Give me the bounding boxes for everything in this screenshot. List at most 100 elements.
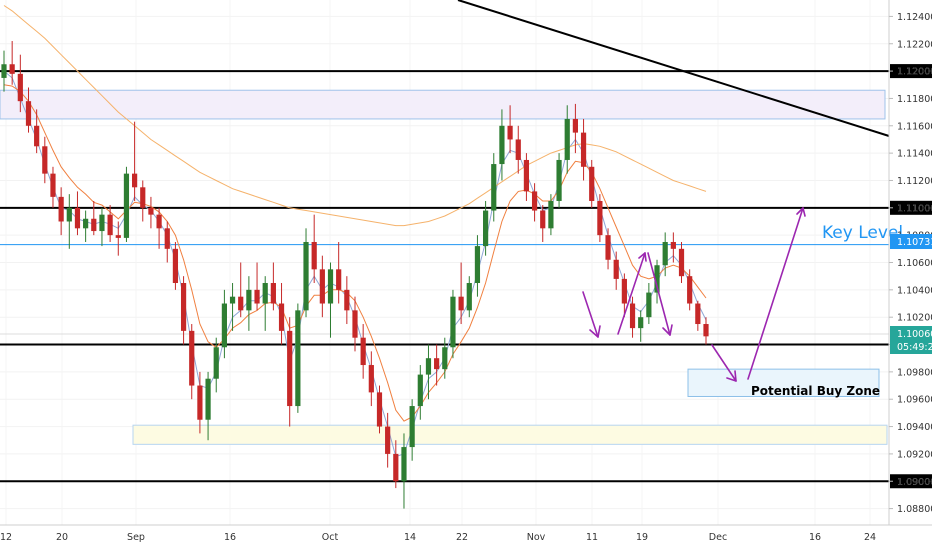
key-level-price-tag [890, 234, 932, 249]
current-price-tag [890, 326, 932, 354]
candle-body [254, 289, 260, 304]
rise-arrow [617, 252, 646, 335]
candle-body [311, 241, 317, 270]
candle-body [483, 210, 489, 247]
candle-body [9, 64, 15, 74]
candle-body [238, 296, 244, 311]
time-tick-label: 16 [224, 532, 236, 543]
candle-body [50, 173, 56, 197]
price-tick-label: 1.09400 [897, 422, 932, 433]
time-tick-label: 19 [636, 532, 648, 543]
candle-body [687, 276, 693, 304]
candle-body [197, 385, 203, 420]
candle-body [556, 159, 562, 201]
time-tick-label: 14 [404, 532, 416, 543]
candle-body [164, 228, 170, 249]
candle-body [531, 191, 538, 211]
candle-body [417, 374, 423, 407]
candle-body [409, 406, 415, 448]
projection-arrows [582, 207, 806, 382]
time-tick-label: 16 [809, 532, 821, 543]
bar-countdown: 05:49:23 [897, 342, 932, 353]
candle-body [34, 125, 40, 147]
price-tick-label: 1.12200 [897, 39, 932, 50]
level-price-label: 1.11000 [897, 203, 932, 214]
price-tick-label: 1.09200 [897, 449, 932, 460]
candle-body [229, 296, 236, 304]
candle-body [605, 235, 611, 260]
demand-zone [132, 424, 888, 445]
time-tick-labels: 12 20 Sep 16 Oct 14 22 Nov 11 19 Dec 16 24 [0, 532, 876, 543]
drop-arrow-2 [647, 252, 671, 336]
level-price-label: 1.09000 [897, 477, 932, 488]
rise-arrow-head [638, 252, 647, 262]
level-price-label: 1.12000 [897, 67, 932, 78]
candle-body [360, 337, 366, 366]
candle-body [189, 330, 195, 386]
candle-body [180, 283, 187, 331]
supply-zone [0, 89, 886, 120]
candle-body [613, 259, 619, 279]
candle-body [352, 310, 358, 338]
candle-body [703, 324, 709, 337]
candle-body [491, 164, 497, 211]
candle-body [42, 146, 48, 174]
price-tick-label: 1.11800 [897, 94, 932, 105]
candle-body [572, 118, 578, 133]
candle-body [115, 235, 121, 238]
candle-body [58, 196, 64, 222]
candle-body [91, 218, 97, 232]
candle-body [99, 214, 105, 232]
candle-body [156, 214, 162, 229]
candle-body [385, 426, 391, 454]
candle-body [303, 241, 309, 311]
price-tick-label: 1.10600 [897, 258, 932, 269]
candle-body [213, 347, 219, 379]
candle-body [621, 278, 627, 304]
time-tick-label: Nov [527, 532, 546, 543]
candle-body [295, 310, 301, 407]
buy-zone-label: Potential Buy Zone [751, 384, 880, 398]
price-tick-label: 1.10400 [897, 285, 932, 296]
buy-zone [687, 368, 880, 397]
price-tick-label: 1.12000 [897, 67, 932, 78]
price-tick-label: 1.11400 [897, 149, 932, 160]
time-tick-label: Dec [709, 532, 727, 543]
candle-body [148, 207, 154, 215]
candle-body [646, 292, 652, 318]
price-tick-label: 1.11000 [897, 203, 932, 214]
price-tick-label: 1.09000 [897, 477, 932, 488]
candle-body [507, 125, 513, 140]
candle-body [1, 64, 7, 78]
candle-body [336, 269, 342, 290]
price-axis[interactable]: 1.12400 1.12200 1.12000 1.11800 1.11600 1.114… [888, 0, 932, 525]
level-price-tag [890, 474, 932, 489]
candle-body [425, 358, 432, 375]
candle-body [393, 453, 399, 482]
candle-body [66, 207, 72, 222]
price-tick-label: 1.12400 [897, 12, 932, 23]
zones [0, 89, 888, 445]
candle-body [638, 317, 644, 329]
time-tick-label: Sep [127, 532, 145, 543]
price-tick-label: 1.10200 [897, 313, 932, 324]
forecast-rise-arrow [747, 207, 804, 380]
candle-body [123, 173, 130, 238]
key-level-label: Key Level [822, 223, 903, 243]
candle-body [376, 392, 383, 427]
candle-body [678, 248, 685, 277]
candle-body [564, 118, 570, 160]
candlesticks [1, 41, 709, 509]
candle-body [466, 283, 472, 311]
forecast-drop-arrow-head [726, 370, 737, 382]
candle-body [327, 269, 334, 304]
time-axis[interactable]: 12 20 Sep 16 Oct 14 22 Nov 11 19 Dec 16 24 [0, 524, 932, 543]
candle-body [548, 200, 554, 229]
candle-body [589, 166, 595, 201]
price-tick-label: 1.08800 [897, 504, 932, 515]
drop-arrow-1 [582, 291, 599, 338]
level-price-tag [890, 64, 932, 79]
